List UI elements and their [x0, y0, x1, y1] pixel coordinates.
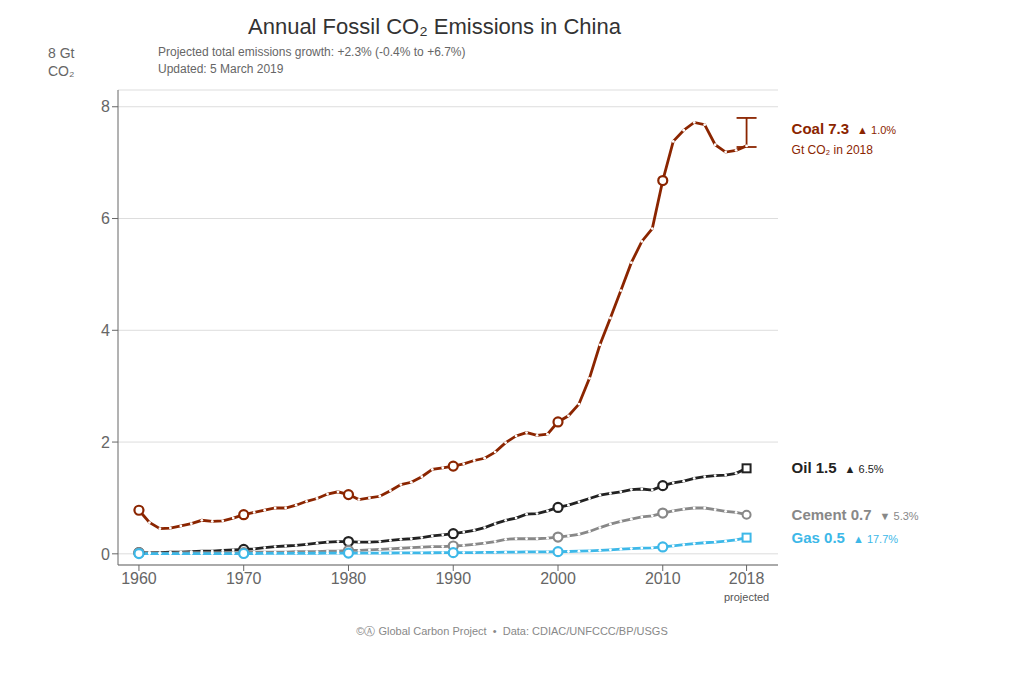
html-text:Annual Fossil CO₂ Emissions in: Annual Fossil CO₂ Emissions in China — [248, 14, 621, 39]
svg-text:projected: projected — [724, 591, 769, 603]
svg-text:0: 0 — [101, 546, 110, 563]
svg-text:Gas 0.5▲ 17.7%: Gas 0.5▲ 17.7% — [792, 529, 899, 546]
svg-text:1970: 1970 — [226, 570, 262, 587]
svg-text:Gt CO₂ in 2018: Gt CO₂ in 2018 — [792, 143, 874, 157]
svg-text:Oil 1.5▲ 6.5%: Oil 1.5▲ 6.5% — [792, 459, 884, 476]
html-text:©Ⓐ Global Carbon Project • Dat: ©Ⓐ Global Carbon Project • Data: CDIAC/U… — [356, 625, 668, 637]
svg-text:Cement 0.7▼ 5.3%: Cement 0.7▼ 5.3% — [792, 506, 919, 523]
svg-text:2010: 2010 — [645, 570, 681, 587]
svg-text:2018: 2018 — [729, 570, 765, 587]
svg-text:1980: 1980 — [331, 570, 367, 587]
svg-text:2: 2 — [101, 434, 110, 451]
svg-text:Coal 7.3▲ 1.0%: Coal 7.3▲ 1.0% — [792, 120, 897, 137]
svg-text:1960: 1960 — [121, 570, 157, 587]
html-text:CO₂: CO₂ — [48, 63, 75, 79]
svg-text:1990: 1990 — [435, 570, 471, 587]
html-text:Updated: 5 March 2019: Updated: 5 March 2019 — [158, 62, 284, 76]
svg-text:6: 6 — [101, 210, 110, 227]
svg-text:8: 8 — [101, 98, 110, 115]
html-text:Projected total emissions grow: Projected total emissions growth: +2.3% … — [158, 45, 466, 59]
svg-text:2000: 2000 — [540, 570, 576, 587]
svg-text:4: 4 — [101, 322, 110, 339]
html-text:8 Gt: 8 Gt — [48, 45, 75, 61]
